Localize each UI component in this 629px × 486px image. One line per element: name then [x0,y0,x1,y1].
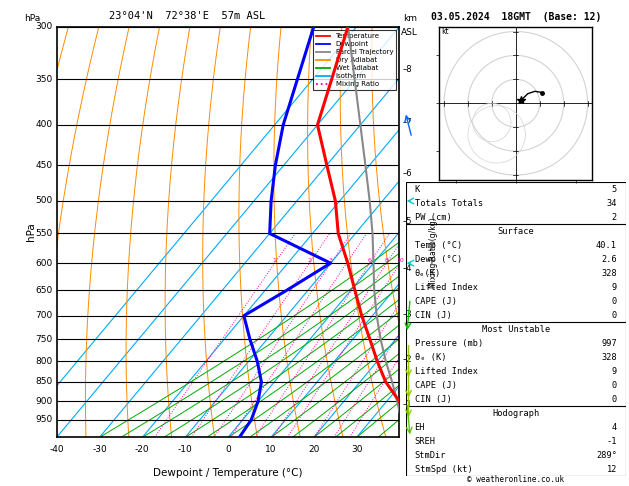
Text: km: km [403,14,416,23]
Text: ASL: ASL [401,28,418,37]
Text: –1: –1 [402,399,411,409]
Text: CAPE (J): CAPE (J) [415,297,457,306]
Text: EH: EH [415,423,425,432]
Text: 800: 800 [35,357,52,366]
Text: 20: 20 [308,445,320,454]
Text: θₑ (K): θₑ (K) [415,353,446,362]
Text: SREH: SREH [415,437,435,446]
Text: Dewpoint / Temperature (°C): Dewpoint / Temperature (°C) [153,468,303,478]
Text: Hodograph: Hodograph [492,409,540,418]
Text: StmSpd (kt): StmSpd (kt) [415,465,472,474]
Text: Temp (°C): Temp (°C) [415,241,462,250]
Text: 5: 5 [612,185,617,194]
Text: 40.1: 40.1 [596,241,617,250]
Text: 34: 34 [606,199,617,208]
Text: 2: 2 [612,213,617,222]
Text: –3: –3 [402,310,412,319]
Text: 328: 328 [601,269,617,278]
Text: Surface: Surface [498,227,534,236]
Text: © weatheronline.co.uk: © weatheronline.co.uk [467,474,564,484]
Text: -20: -20 [135,445,150,454]
Text: CIN (J): CIN (J) [415,311,451,320]
Text: 8: 8 [385,258,389,263]
Text: 289°: 289° [596,451,617,460]
Text: 1: 1 [273,258,277,263]
Legend: Temperature, Dewpoint, Parcel Trajectory, Dry Adiabat, Wet Adiabat, Isotherm, Mi: Temperature, Dewpoint, Parcel Trajectory… [313,30,396,90]
Text: kt: kt [442,27,449,36]
Text: Totals Totals: Totals Totals [415,199,483,208]
Text: –7: –7 [402,118,412,127]
Text: 900: 900 [35,397,52,406]
Text: 300: 300 [35,22,52,31]
Text: StmDir: StmDir [415,451,446,460]
Text: hPa: hPa [24,14,40,23]
Text: 30: 30 [351,445,362,454]
Text: 0: 0 [225,445,231,454]
Text: PW (cm): PW (cm) [415,213,451,222]
Text: Dewp (°C): Dewp (°C) [415,255,462,264]
Text: 500: 500 [35,196,52,206]
Text: 4: 4 [612,423,617,432]
Text: –2: –2 [402,355,411,364]
Text: 2: 2 [308,258,311,263]
Text: Pressure (mb): Pressure (mb) [415,339,483,348]
Text: 2.6: 2.6 [601,255,617,264]
Text: -30: -30 [92,445,107,454]
Text: -40: -40 [49,445,64,454]
Text: 0: 0 [612,395,617,404]
Text: 997: 997 [601,339,617,348]
Text: 12: 12 [606,465,617,474]
Text: 03.05.2024  18GMT  (Base: 12): 03.05.2024 18GMT (Base: 12) [431,12,601,22]
Text: 23°04'N  72°38'E  57m ASL: 23°04'N 72°38'E 57m ASL [109,11,265,20]
Text: 9: 9 [612,367,617,376]
Text: K: K [415,185,420,194]
Text: Mixing Ratio(g/kg): Mixing Ratio(g/kg) [429,217,438,288]
Text: 450: 450 [35,160,52,170]
Text: 700: 700 [35,311,52,320]
Text: 850: 850 [35,378,52,386]
Text: 650: 650 [35,286,52,295]
Text: 400: 400 [35,121,52,129]
Text: Most Unstable: Most Unstable [482,325,550,334]
Text: 9: 9 [612,283,617,292]
Text: 10: 10 [265,445,277,454]
Text: 950: 950 [35,416,52,424]
Text: 350: 350 [35,75,52,84]
Text: 4: 4 [345,258,348,263]
Text: -10: -10 [178,445,192,454]
Text: CAPE (J): CAPE (J) [415,381,457,390]
Text: 10: 10 [396,258,404,263]
Text: –8: –8 [402,65,412,74]
Text: hPa: hPa [26,223,36,242]
Text: 0: 0 [612,297,617,306]
Text: Lifted Index: Lifted Index [415,283,477,292]
Text: -1: -1 [606,437,617,446]
Text: θₑ(K): θₑ(K) [415,269,441,278]
Text: 328: 328 [601,353,617,362]
Text: 0: 0 [612,311,617,320]
Text: –5: –5 [402,217,411,226]
Text: 600: 600 [35,259,52,268]
Text: 550: 550 [35,229,52,238]
Text: 750: 750 [35,335,52,344]
Text: 3: 3 [329,258,333,263]
Text: Lifted Index: Lifted Index [415,367,477,376]
Text: CIN (J): CIN (J) [415,395,451,404]
Text: 6: 6 [368,258,372,263]
Text: –4: –4 [402,264,411,273]
Text: 0: 0 [612,381,617,390]
Text: –6: –6 [402,169,412,178]
